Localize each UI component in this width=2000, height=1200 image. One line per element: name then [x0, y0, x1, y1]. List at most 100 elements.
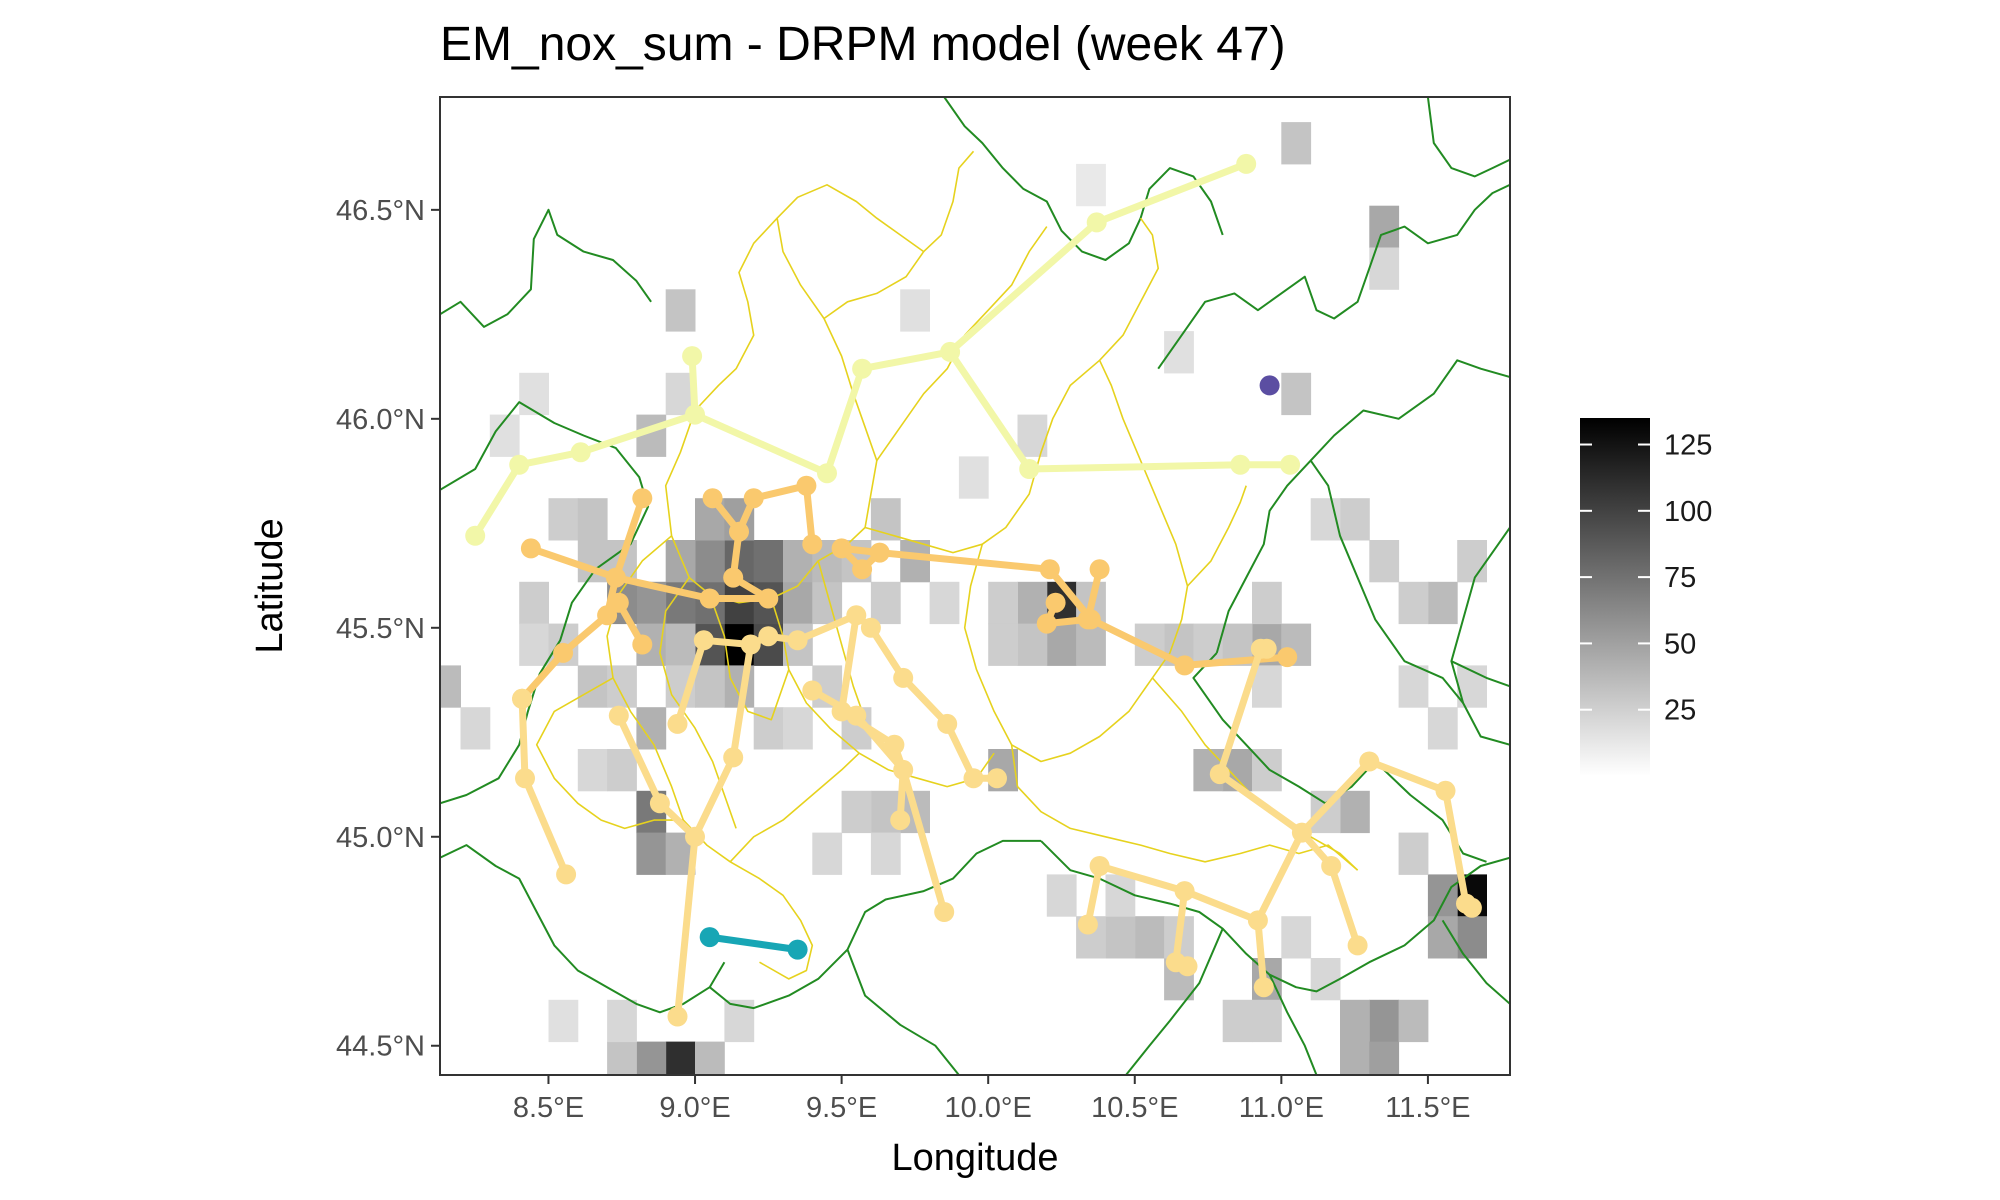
station-link — [946, 348, 1294, 473]
x-tick-label: 11.0°E — [1239, 1092, 1324, 1124]
station-point — [1089, 559, 1110, 580]
station-point — [699, 927, 720, 948]
heat-cell — [1105, 916, 1136, 959]
region-line — [1010, 744, 1359, 871]
border-line — [1450, 526, 1510, 746]
x-tick-label: 10.0°E — [944, 1092, 1031, 1124]
station-point — [723, 567, 744, 588]
station-point — [465, 525, 486, 546]
heat-cell — [988, 623, 1018, 666]
plot-title: EM_nox_sum - DRPM model (week 47) — [440, 18, 1286, 71]
heat-cell — [841, 790, 872, 834]
station-point — [520, 538, 541, 559]
heat-cell — [1340, 1041, 1370, 1075]
station-point — [934, 902, 955, 922]
panel-border — [439, 96, 1511, 1076]
station-point — [729, 521, 749, 542]
heat-cell — [695, 665, 725, 708]
heat-cell — [695, 1041, 725, 1075]
region-line — [817, 560, 866, 720]
station-point — [1277, 647, 1298, 668]
station-point — [1045, 592, 1066, 613]
station-point — [758, 626, 779, 647]
station-point — [831, 538, 852, 559]
station-link — [808, 687, 948, 916]
heat-cell — [636, 1041, 667, 1075]
y-axis: 44.5°N 45.0°N 45.5°N 46.0°N 46.5°N — [336, 195, 440, 1063]
station-point — [605, 567, 626, 588]
legend-tick-label: 75 — [1664, 562, 1696, 594]
heat-cell — [1076, 623, 1106, 666]
heat-cell — [783, 581, 813, 625]
heat-cell — [1105, 874, 1136, 917]
region-line — [776, 150, 975, 253]
heat-cell — [1398, 581, 1429, 625]
station-point — [512, 688, 533, 709]
station-point — [1259, 375, 1280, 396]
heat-cell — [1427, 581, 1458, 625]
station-networks — [465, 153, 1482, 1027]
station-point — [1256, 638, 1277, 659]
heat-cell — [548, 498, 579, 541]
station-point — [685, 404, 705, 425]
x-axis-title: Longitude — [892, 1137, 1059, 1179]
country-borders — [440, 97, 1510, 1075]
x-tick-label: 9.5°E — [806, 1092, 877, 1124]
map-panel[interactable] — [431, 97, 1510, 1084]
heat-cell — [900, 289, 930, 332]
y-tick-label: 46.5°N — [336, 195, 425, 227]
station-point — [893, 759, 914, 780]
station-point — [693, 630, 714, 651]
heat-cell — [1281, 916, 1312, 959]
heat-cell — [1398, 999, 1429, 1043]
station-point — [1174, 655, 1195, 676]
y-tick-label: 46.0°N — [336, 404, 425, 436]
border-line — [440, 844, 726, 1014]
heat-cell — [1369, 205, 1400, 248]
border-line — [1374, 760, 1487, 863]
station-point — [802, 680, 823, 701]
border-line — [1309, 359, 1510, 462]
region-line — [535, 677, 684, 830]
heat-cell — [695, 540, 725, 583]
heat-cell — [1076, 163, 1106, 207]
station-point — [553, 642, 574, 663]
heat-cell — [577, 665, 608, 708]
legend-tick-label: 100 — [1664, 496, 1712, 528]
heat-cell — [460, 707, 491, 750]
heat-cell — [519, 581, 549, 625]
heat-cell — [548, 999, 579, 1043]
station-point — [608, 705, 629, 726]
station-point — [509, 454, 530, 475]
border-line — [1215, 459, 1464, 704]
station-point — [608, 592, 629, 613]
station-point — [743, 488, 764, 509]
heat-cell — [440, 665, 461, 708]
station-link — [527, 544, 772, 602]
station-point — [723, 747, 744, 768]
station-point — [699, 588, 720, 609]
station-point — [940, 341, 961, 362]
station-point — [1253, 977, 1274, 998]
heat-cell — [929, 581, 960, 625]
y-tick-label: 45.0°N — [336, 822, 425, 854]
legend-tick-label: 50 — [1664, 628, 1696, 660]
station-point — [702, 488, 723, 509]
station-point — [787, 939, 808, 960]
border-line — [846, 949, 960, 1075]
station-point — [890, 810, 911, 831]
border-line — [1125, 928, 1224, 1075]
border-line — [1450, 660, 1510, 688]
heat-cell — [636, 832, 667, 875]
legend-tick-label: 25 — [1664, 695, 1696, 727]
station-point — [1291, 822, 1312, 843]
station-point — [846, 705, 867, 726]
x-axis: 8.5°E 9.0°E 9.5°E 10.0°E 10.5°E 11.0°E 11.5°E — [513, 1075, 1471, 1124]
heat-cell — [870, 832, 901, 875]
station-point — [893, 667, 914, 688]
border-line — [709, 839, 1041, 1010]
station-point — [1435, 780, 1456, 801]
border-line — [1157, 183, 1510, 370]
station-point — [1089, 856, 1110, 876]
